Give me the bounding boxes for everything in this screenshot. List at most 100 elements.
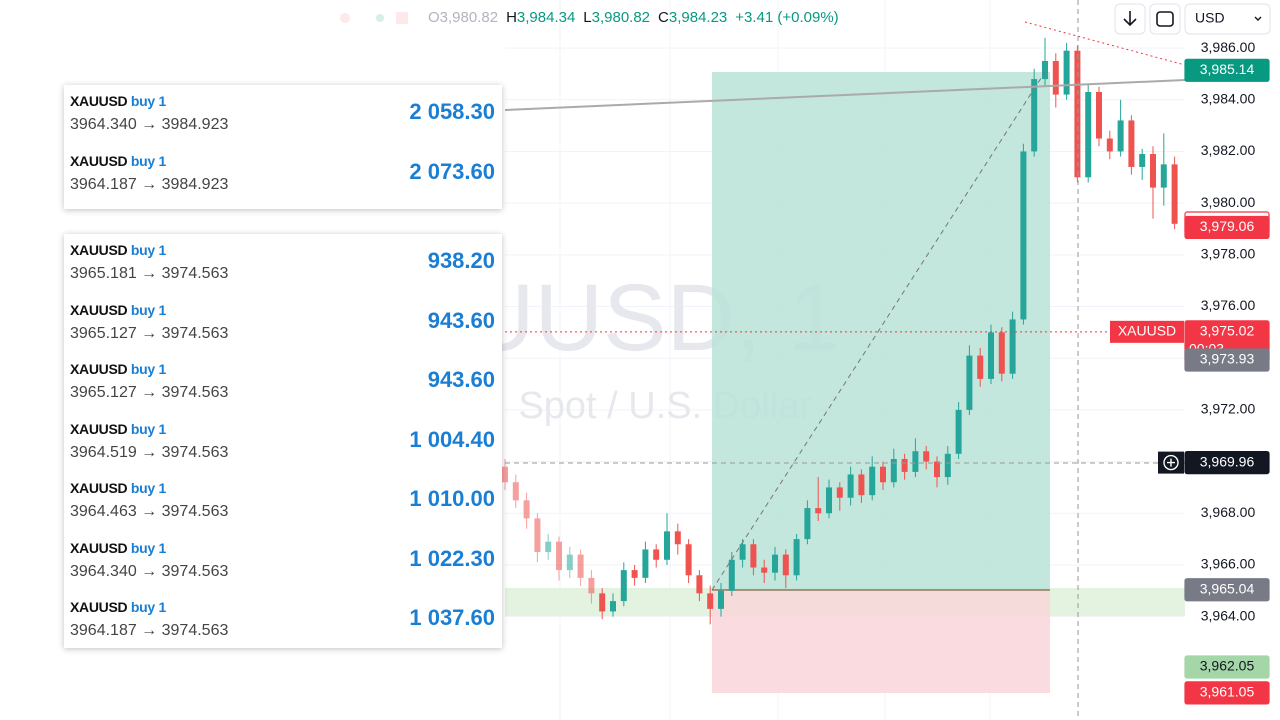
symbol: XAUUSD xyxy=(70,480,128,496)
price-badge-label: 3,962.05 xyxy=(1200,658,1255,674)
icon xyxy=(376,14,384,22)
candle xyxy=(1160,133,1167,206)
candle-body xyxy=(631,570,638,578)
position-title: XAUUSD buy 1 xyxy=(70,302,166,318)
currency-dropdown[interactable] xyxy=(1184,3,1271,35)
position-row[interactable]: XAUUSD buy 1 3964.463 → 3974.563 1 010.00 xyxy=(64,474,502,534)
position-row[interactable]: XAUUSD buy 1 3965.127 → 3974.563 943.60 xyxy=(64,355,502,415)
candle xyxy=(890,448,897,488)
candle-body xyxy=(858,474,865,496)
y-tick-label: 3,978.00 xyxy=(1201,246,1256,262)
candle-body xyxy=(1063,50,1070,95)
side: buy 1 xyxy=(130,539,166,556)
candle xyxy=(912,438,919,478)
candle xyxy=(998,327,1005,382)
position-row[interactable]: XAUUSD buy 1 3964.340 → 3974.563 1 022.30 xyxy=(64,534,502,594)
price-badge xyxy=(1184,348,1270,372)
candle xyxy=(815,477,822,522)
price-route: 3964.463 → 3974.563 xyxy=(70,503,229,520)
candle xyxy=(1106,130,1113,160)
candle xyxy=(836,482,843,511)
price-badge-label: 3,973.93 xyxy=(1200,351,1255,367)
position-row[interactable]: XAUUSD buy 1 3964.340 → 3984.923 2 058.30 xyxy=(64,87,502,147)
price-badge-label: 3,985.14 xyxy=(1200,61,1255,77)
candle-body xyxy=(610,601,616,612)
candle-body xyxy=(804,508,811,540)
candle xyxy=(599,588,606,620)
position-row[interactable]: XAUUSD buy 1 3965.181 → 3974.563 938.20 xyxy=(64,236,502,296)
candle xyxy=(1052,53,1059,108)
position-title: XAUUSD buy 1 xyxy=(70,93,166,109)
candle xyxy=(1020,143,1027,325)
y-tick-label: 3,980.00 xyxy=(1201,194,1256,210)
candle xyxy=(1171,156,1178,229)
price-route: 3964.187 → 3974.563 xyxy=(70,622,229,639)
candle xyxy=(1128,115,1135,175)
candle-body xyxy=(718,590,724,609)
candle-body xyxy=(674,531,681,545)
candle-body xyxy=(566,554,573,571)
screenshot-button[interactable] xyxy=(1149,3,1181,35)
candle xyxy=(642,541,649,584)
candle xyxy=(880,461,886,490)
position-row[interactable]: XAUUSD buy 1 3964.519 → 3974.563 1 004.40 xyxy=(64,415,502,475)
positions-card: XAUUSD buy 1 3964.340 → 3984.923 2 058.30 X… xyxy=(64,85,502,209)
position-row[interactable]: XAUUSD buy 1 3964.187 → 3974.563 1 037.60 xyxy=(64,593,502,653)
candle xyxy=(556,536,562,581)
download-icon xyxy=(1123,11,1137,27)
candle-body xyxy=(944,453,951,478)
candle-body xyxy=(815,508,822,514)
candle-body xyxy=(1160,164,1167,188)
candle-body xyxy=(966,355,973,410)
profit: 943.60 xyxy=(427,307,495,333)
ohlc-value: 3,980.82 xyxy=(440,9,498,26)
side: buy 1 xyxy=(130,301,166,318)
symbol: XAUUSD xyxy=(70,361,128,377)
candle xyxy=(1117,99,1124,157)
candle-body xyxy=(826,487,832,514)
candle xyxy=(620,562,627,607)
candle xyxy=(718,583,724,617)
candle xyxy=(1042,37,1048,87)
candle xyxy=(610,593,616,617)
position-title: XAUUSD buy 1 xyxy=(70,153,166,169)
candle-body xyxy=(1117,120,1124,152)
profit: 1 004.40 xyxy=(409,426,495,452)
candle xyxy=(577,549,584,586)
y-tick-label: 3,982.00 xyxy=(1201,142,1256,158)
candle xyxy=(761,559,768,584)
side: buy 1 xyxy=(130,242,166,258)
price-route: 3964.340 → 3974.563 xyxy=(70,562,229,580)
candle xyxy=(966,345,973,416)
side: buy 1 xyxy=(130,599,166,615)
price-badge xyxy=(1184,215,1270,240)
position-title: XAUUSD buy 1 xyxy=(70,599,166,615)
candle xyxy=(804,500,811,545)
price-route: 3965.127 → 3974.563 xyxy=(70,324,229,342)
y-tick-label: 3,964.00 xyxy=(1201,607,1256,623)
y-tick-label: 3,972.00 xyxy=(1201,401,1256,417)
position-title: XAUUSD buy 1 xyxy=(70,242,166,258)
symbol: XAUUSD xyxy=(70,301,128,318)
chevron xyxy=(1254,16,1262,21)
candle-body xyxy=(1096,92,1102,139)
candle-body xyxy=(653,549,660,560)
side: buy 1 xyxy=(130,480,166,496)
candle xyxy=(631,564,638,586)
candle xyxy=(944,446,951,485)
candle xyxy=(826,479,832,519)
candle-body xyxy=(880,466,886,483)
candle-body xyxy=(1106,138,1113,152)
candle-body xyxy=(1042,60,1048,80)
candle-body xyxy=(1052,60,1059,95)
position-row[interactable]: XAUUSD buy 1 3965.127 → 3974.563 943.60 xyxy=(64,296,502,356)
position-row[interactable]: XAUUSD buy 1 3964.187 → 3984.923 2 073.60 xyxy=(64,147,502,207)
candle xyxy=(923,446,930,470)
ohlc-value: 3,980.82 xyxy=(592,9,650,26)
candle xyxy=(1063,42,1070,100)
candle xyxy=(1074,45,1081,183)
ohlc-key: O xyxy=(428,9,440,26)
candle xyxy=(653,544,660,568)
price-badge xyxy=(1184,655,1270,679)
symbol-tag xyxy=(1110,320,1184,343)
